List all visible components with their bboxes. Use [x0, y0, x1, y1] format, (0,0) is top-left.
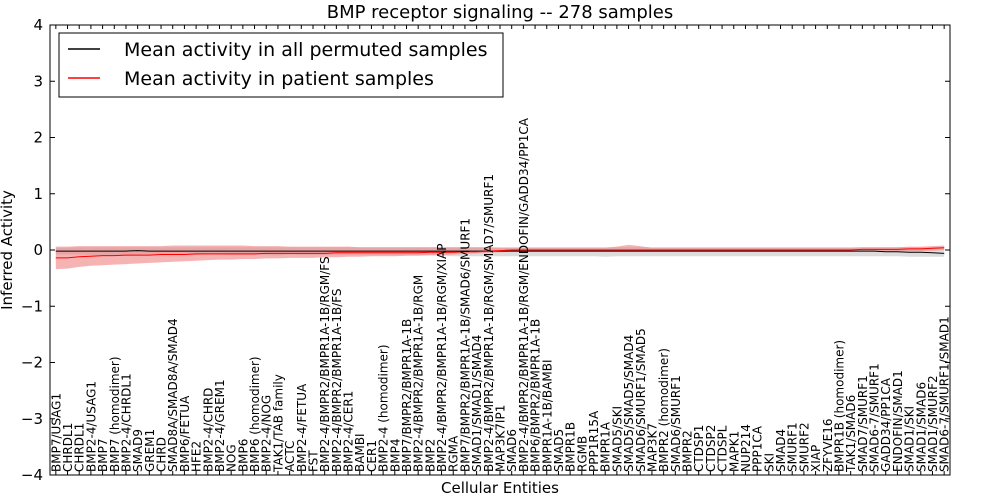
x-tick-label: BMP2-4/GREM1	[213, 379, 227, 472]
x-tick-label: BMPR1A-1B/BAMBI	[540, 359, 554, 472]
x-tick-label: SMAD1/SKI	[903, 406, 917, 472]
chart-title: BMP receptor signaling -- 278 samples	[327, 2, 674, 23]
x-tick-label: TAK1/SMAD6	[844, 395, 858, 473]
x-tick-label: BMPR1A	[599, 421, 613, 472]
x-tick-label: NUP214	[739, 424, 753, 472]
x-tick-label: RGMB	[575, 436, 589, 472]
plot-frame	[49, 24, 951, 476]
legend: Mean activity in all permuted samples Me…	[58, 32, 504, 98]
x-tick-label: SMURF2	[797, 422, 811, 472]
y-tick-label: 2	[33, 129, 43, 147]
x-tick-label: SMAD5/SKI	[610, 406, 624, 472]
y-axis: −4 −3 −2 −1 0 1 2 3 4	[21, 16, 950, 484]
x-tick-label: CTDSP2	[704, 425, 718, 472]
x-tick-label: SMAD5	[552, 429, 566, 472]
x-tick-label: RGMA	[447, 435, 461, 472]
x-tick-label: BMP7/BMPR2/BMPR1A-1B	[400, 319, 414, 472]
x-tick-label: GADD34/PP1CA	[879, 377, 893, 472]
x-tick-label: GREM1	[143, 429, 157, 472]
x-tick-label: HFE2	[190, 441, 204, 472]
x-tick-label: FST	[307, 450, 321, 472]
x-tick-label: SMAD1/SMAD6	[914, 382, 928, 472]
x-tick-label: MAP3K7IP1	[494, 405, 508, 472]
x-tick-label: BMP2-4/BMPR2/BMPR1A-1B/RGM/ENDOFIN/GADD3…	[517, 117, 531, 472]
x-tick-label: SMAD8A/SMAD8A/SMAD4	[166, 318, 180, 472]
x-axis-label: Cellular Entities	[441, 479, 559, 497]
x-tick-label: SMAD6	[505, 429, 519, 472]
x-tick-label: BAMBI	[353, 433, 367, 472]
x-tick-label: SMURF1	[786, 422, 800, 472]
y-tick-label: −1	[21, 297, 43, 315]
y-tick-label: 4	[33, 16, 43, 34]
x-tick-label: PPP1CA	[751, 425, 765, 472]
legend-label-permuted: Mean activity in all permuted samples	[124, 39, 487, 61]
x-tick-label: PPP1R15A	[587, 410, 601, 472]
x-tick-label: BMP2-4/BMPR2/BMPR1A-1B/RGM/XIAP	[435, 244, 449, 473]
x-tick-label: BMP2-4/BMPR2/BMPR1A-1B/RGM	[412, 275, 426, 472]
x-tick-label: BMP2-4/BMPR2/BMPR1A-1B/RGM/FS	[318, 256, 332, 472]
x-tick-label: BMP2	[423, 439, 437, 472]
x-tick-label: SMAD1/SMAD1/SMAD4	[470, 335, 484, 472]
y-tick-label: −3	[21, 410, 43, 428]
x-tick-label: SMAD7/SMURF1	[856, 375, 870, 472]
y-axis-label: Inferred Activity	[0, 190, 16, 310]
x-tick-label: ZFYVE16	[821, 419, 835, 473]
x-tick-label: XIAP	[809, 445, 823, 472]
x-tick-label: BMP2-4/BMPR2/BMPR1A-1B/RGM/SMAD7/SMURF1	[482, 174, 496, 472]
x-tick-label: MAPK1	[727, 431, 741, 472]
x-tick-label: BMPR2 (homodimer)	[657, 348, 671, 472]
x-tick-label: TAK1/TAB family	[271, 374, 285, 473]
x-tick-label: SMAD1/SMURF2	[926, 375, 940, 472]
series-lines	[55, 247, 945, 259]
x-tick-label: BMP2-4/USAG1	[84, 381, 98, 472]
x-tick-label: SMAD4	[774, 429, 788, 472]
x-tick-label: CHRD	[155, 437, 169, 472]
x-tick-label: SMAD5/SMAD5/SMAD4	[622, 335, 636, 472]
x-tick-label: ACTC	[283, 441, 297, 472]
x-axis: BMP7/USAG1CHRDL1CHRDL1BMP2-4/USAG1BMP7BM…	[49, 25, 952, 475]
x-tick-label: BMP2-4/CHRD	[201, 388, 215, 472]
legend-box	[58, 32, 504, 98]
x-tick-label: BMP6	[236, 439, 250, 472]
x-tick-label: CER1	[365, 440, 379, 472]
x-tick-label: BMP7	[96, 439, 110, 472]
x-tick-label: ENDOFIN/SMAD1	[891, 370, 905, 472]
x-tick-label: BMP2-4/FETUA	[295, 383, 309, 472]
legend-label-patient: Mean activity in patient samples	[124, 68, 434, 90]
x-tick-label: BMP2-4/CHRDL1	[120, 373, 134, 472]
x-tick-label: BMPR1B (homodimer)	[833, 340, 847, 472]
x-tick-label: BMP2-4/CER1	[342, 391, 356, 472]
x-tick-label: BMP2-4/BMPR2/BMPR1A-1B/FS	[330, 288, 344, 472]
x-tick-label: SMAD6/SMURF1	[669, 375, 683, 472]
x-tick-label: SMAD6-7/SMURF1/SMAD1	[938, 316, 952, 472]
x-tick-label: BMPR1B	[564, 422, 578, 472]
x-tick-label: BMP7/USAG1	[49, 393, 63, 472]
y-tick-label: 3	[33, 72, 43, 90]
y-tick-label: −2	[21, 354, 43, 372]
line-series-1	[55, 247, 945, 259]
x-tick-label: BMPR2	[681, 430, 695, 472]
x-tick-label: SKI	[762, 453, 776, 472]
y-tick-label: 0	[33, 241, 43, 259]
x-tick-label: BMP4	[388, 439, 402, 472]
x-tick-label: MAP3K7	[645, 423, 659, 472]
x-tick-label: SMAD6/SMURF1/SMAD5	[634, 328, 648, 472]
x-tick-label: CTDSP1	[692, 425, 706, 472]
x-tick-label: CHRDL1	[61, 423, 75, 472]
x-tick-label: BMP6/FETUA	[178, 395, 192, 472]
x-tick-label: NOG	[225, 444, 239, 472]
y-tick-label: 1	[33, 185, 43, 203]
x-tick-label: BMP7 (homodimer)	[108, 356, 122, 472]
x-tick-label: SMAD6-7/SMURF1	[868, 363, 882, 472]
x-tick-label: BMP2-4/NOG	[260, 395, 274, 472]
x-tick-label: BMP7/BMPR2/BMPR1A-1B/SMAD6/SMURF1	[458, 218, 472, 472]
x-tick-label: BMP6/BMPR2/BMPR1A-1B	[529, 319, 543, 472]
x-tick-label: CTDSPL	[716, 425, 730, 472]
x-tick-label: BMP6 (homodimer)	[248, 356, 262, 472]
x-tick-label: SMAD9	[131, 429, 145, 472]
x-tick-label: CHRDL1	[73, 423, 87, 472]
x-tick-label: BMP2-4 (homodimer)	[377, 344, 391, 472]
y-tick-label: −4	[21, 466, 43, 484]
